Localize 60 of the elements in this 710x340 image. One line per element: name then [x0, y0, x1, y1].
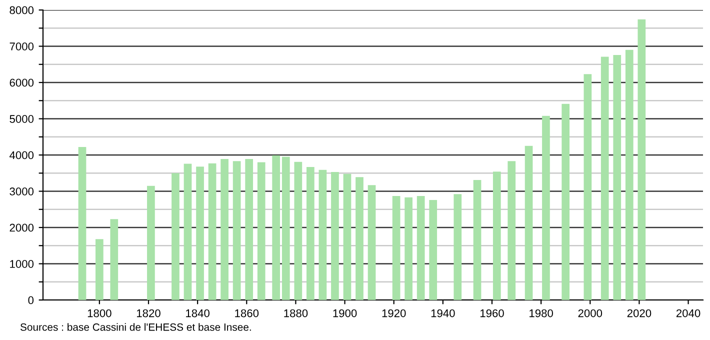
x-tick-label: 1920	[382, 309, 406, 318]
x-tick-label: 1840	[186, 309, 210, 318]
bar	[294, 162, 302, 300]
y-tick-label: 8000	[10, 6, 34, 14]
y-tick-label: 3000	[10, 188, 34, 196]
bar	[625, 50, 634, 300]
bar	[78, 147, 86, 300]
bar	[272, 155, 280, 300]
bar	[542, 116, 550, 300]
bar	[613, 54, 622, 300]
bar	[282, 156, 290, 300]
y-tick-label: 0	[28, 296, 34, 304]
bar	[524, 146, 533, 300]
bar	[343, 174, 352, 300]
bar	[454, 194, 462, 300]
x-tick-label: 2040	[676, 309, 700, 318]
bar	[368, 185, 376, 300]
bar	[331, 172, 339, 300]
bar	[220, 158, 228, 300]
y-tick-label: 5000	[10, 115, 34, 123]
x-tick-label: 1880	[284, 309, 308, 318]
bar	[208, 163, 216, 300]
y-tick-label: 7000	[10, 42, 34, 50]
bar	[404, 197, 412, 300]
bar	[600, 56, 609, 300]
bar	[147, 186, 155, 300]
source-note: Sources : base Cassini de l'EHESS et base Insee.	[20, 323, 251, 331]
bar	[429, 200, 438, 300]
bar	[172, 173, 180, 300]
bar	[416, 196, 425, 300]
bar	[473, 180, 482, 300]
bar	[562, 104, 570, 300]
bar	[508, 161, 516, 300]
x-tick-label: 1940	[431, 309, 455, 318]
y-tick-label: 1000	[10, 260, 34, 268]
bar	[196, 166, 204, 300]
bar	[232, 161, 241, 300]
bar	[584, 74, 592, 300]
x-tick-label: 1960	[480, 309, 504, 318]
x-tick-label: 1980	[530, 309, 553, 318]
bar	[110, 219, 118, 300]
x-tick-label: 2000	[578, 309, 602, 318]
y-tick-label: 2000	[10, 224, 34, 232]
bar	[356, 177, 364, 300]
bar	[492, 172, 501, 300]
bar	[318, 170, 327, 300]
bar	[638, 19, 646, 300]
y-tick-label: 4000	[10, 151, 34, 160]
bar	[184, 164, 192, 300]
bar	[257, 162, 266, 300]
x-tick-label: 1900	[333, 309, 357, 318]
bar	[392, 196, 400, 300]
bar	[245, 158, 254, 300]
x-tick-label: 2020	[627, 309, 652, 318]
bar	[306, 166, 314, 300]
x-tick-label: 1800	[88, 309, 112, 318]
bar	[96, 239, 104, 300]
x-tick-label: 1860	[235, 309, 259, 318]
x-tick-label: 1820	[136, 309, 160, 318]
y-tick-label: 6000	[10, 78, 34, 87]
